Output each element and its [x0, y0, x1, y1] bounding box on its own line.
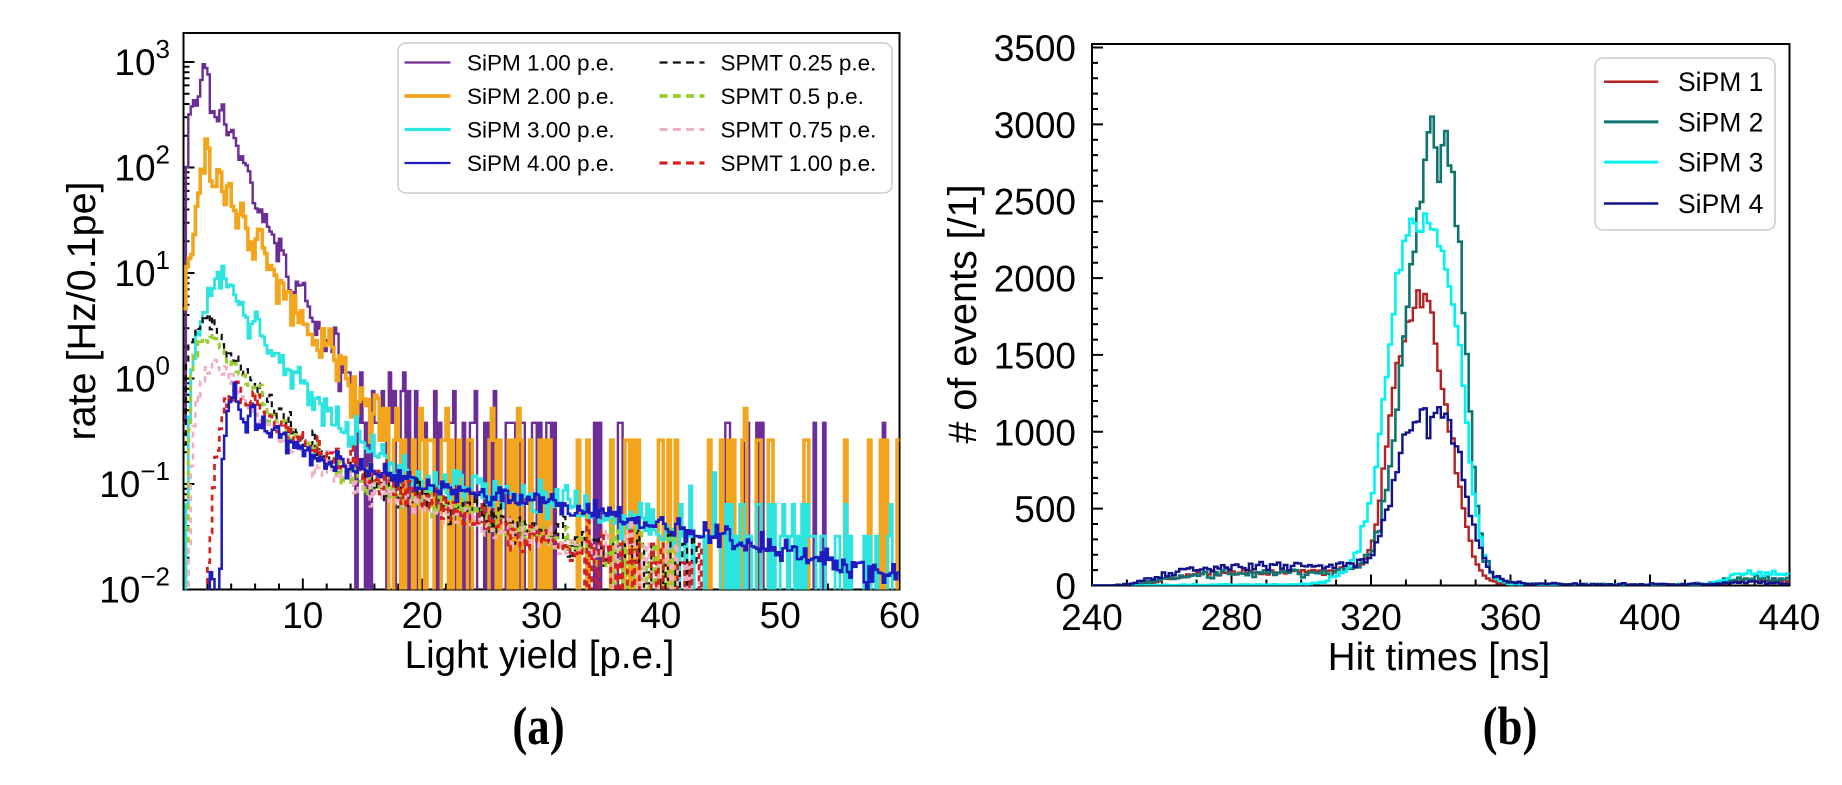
svg-text:SiPM 4: SiPM 4: [1678, 189, 1763, 219]
svg-text:40: 40: [640, 595, 681, 636]
svg-text:0: 0: [1055, 566, 1076, 607]
svg-text:# of events [/1]: # of events [/1]: [941, 184, 985, 443]
svg-text:3000: 3000: [994, 105, 1076, 146]
svg-text:SPMT 0.5 p.e.: SPMT 0.5 p.e.: [721, 84, 864, 109]
svg-text:360: 360: [1480, 597, 1542, 638]
svg-text:(b): (b): [1483, 696, 1538, 756]
svg-text:SiPM 1.00 p.e.: SiPM 1.00 p.e.: [467, 51, 615, 76]
svg-text:2500: 2500: [994, 182, 1076, 223]
svg-text:1500: 1500: [994, 335, 1076, 376]
svg-text:SiPM 1: SiPM 1: [1678, 67, 1763, 97]
svg-text:30: 30: [521, 595, 562, 636]
svg-text:440: 440: [1759, 597, 1821, 638]
svg-text:SiPM 3: SiPM 3: [1678, 148, 1763, 178]
svg-text:1000: 1000: [994, 412, 1076, 453]
svg-text:SPMT 1.00 p.e.: SPMT 1.00 p.e.: [721, 151, 877, 176]
svg-text:SiPM 4.00 p.e.: SiPM 4.00 p.e.: [467, 151, 615, 176]
svg-text:SiPM 2.00 p.e.: SiPM 2.00 p.e.: [467, 84, 615, 109]
svg-text:SiPM 3.00 p.e.: SiPM 3.00 p.e.: [467, 118, 615, 143]
svg-text:500: 500: [1014, 489, 1076, 530]
svg-text:Hit times [ns]: Hit times [ns]: [1328, 636, 1550, 679]
svg-text:3500: 3500: [994, 28, 1076, 69]
svg-text:320: 320: [1340, 597, 1402, 638]
svg-text:SiPM 2: SiPM 2: [1678, 107, 1763, 137]
svg-text:20: 20: [402, 595, 443, 636]
svg-text:101: 101: [114, 245, 170, 294]
svg-text:280: 280: [1201, 597, 1263, 638]
svg-text:2000: 2000: [994, 259, 1076, 300]
svg-text:50: 50: [760, 595, 801, 636]
svg-text:(a): (a): [512, 696, 564, 756]
svg-text:400: 400: [1619, 597, 1681, 638]
svg-text:Light yield [p.e.]: Light yield [p.e.]: [405, 634, 675, 677]
svg-text:10: 10: [282, 595, 323, 636]
svg-text:60: 60: [879, 595, 920, 636]
svg-text:rate [Hz/0.1pe]: rate [Hz/0.1pe]: [60, 181, 104, 440]
svg-text:SPMT 0.75 p.e.: SPMT 0.75 p.e.: [721, 118, 877, 143]
svg-text:SPMT 0.25 p.e.: SPMT 0.25 p.e.: [721, 51, 877, 76]
svg-text:240: 240: [1061, 597, 1123, 638]
